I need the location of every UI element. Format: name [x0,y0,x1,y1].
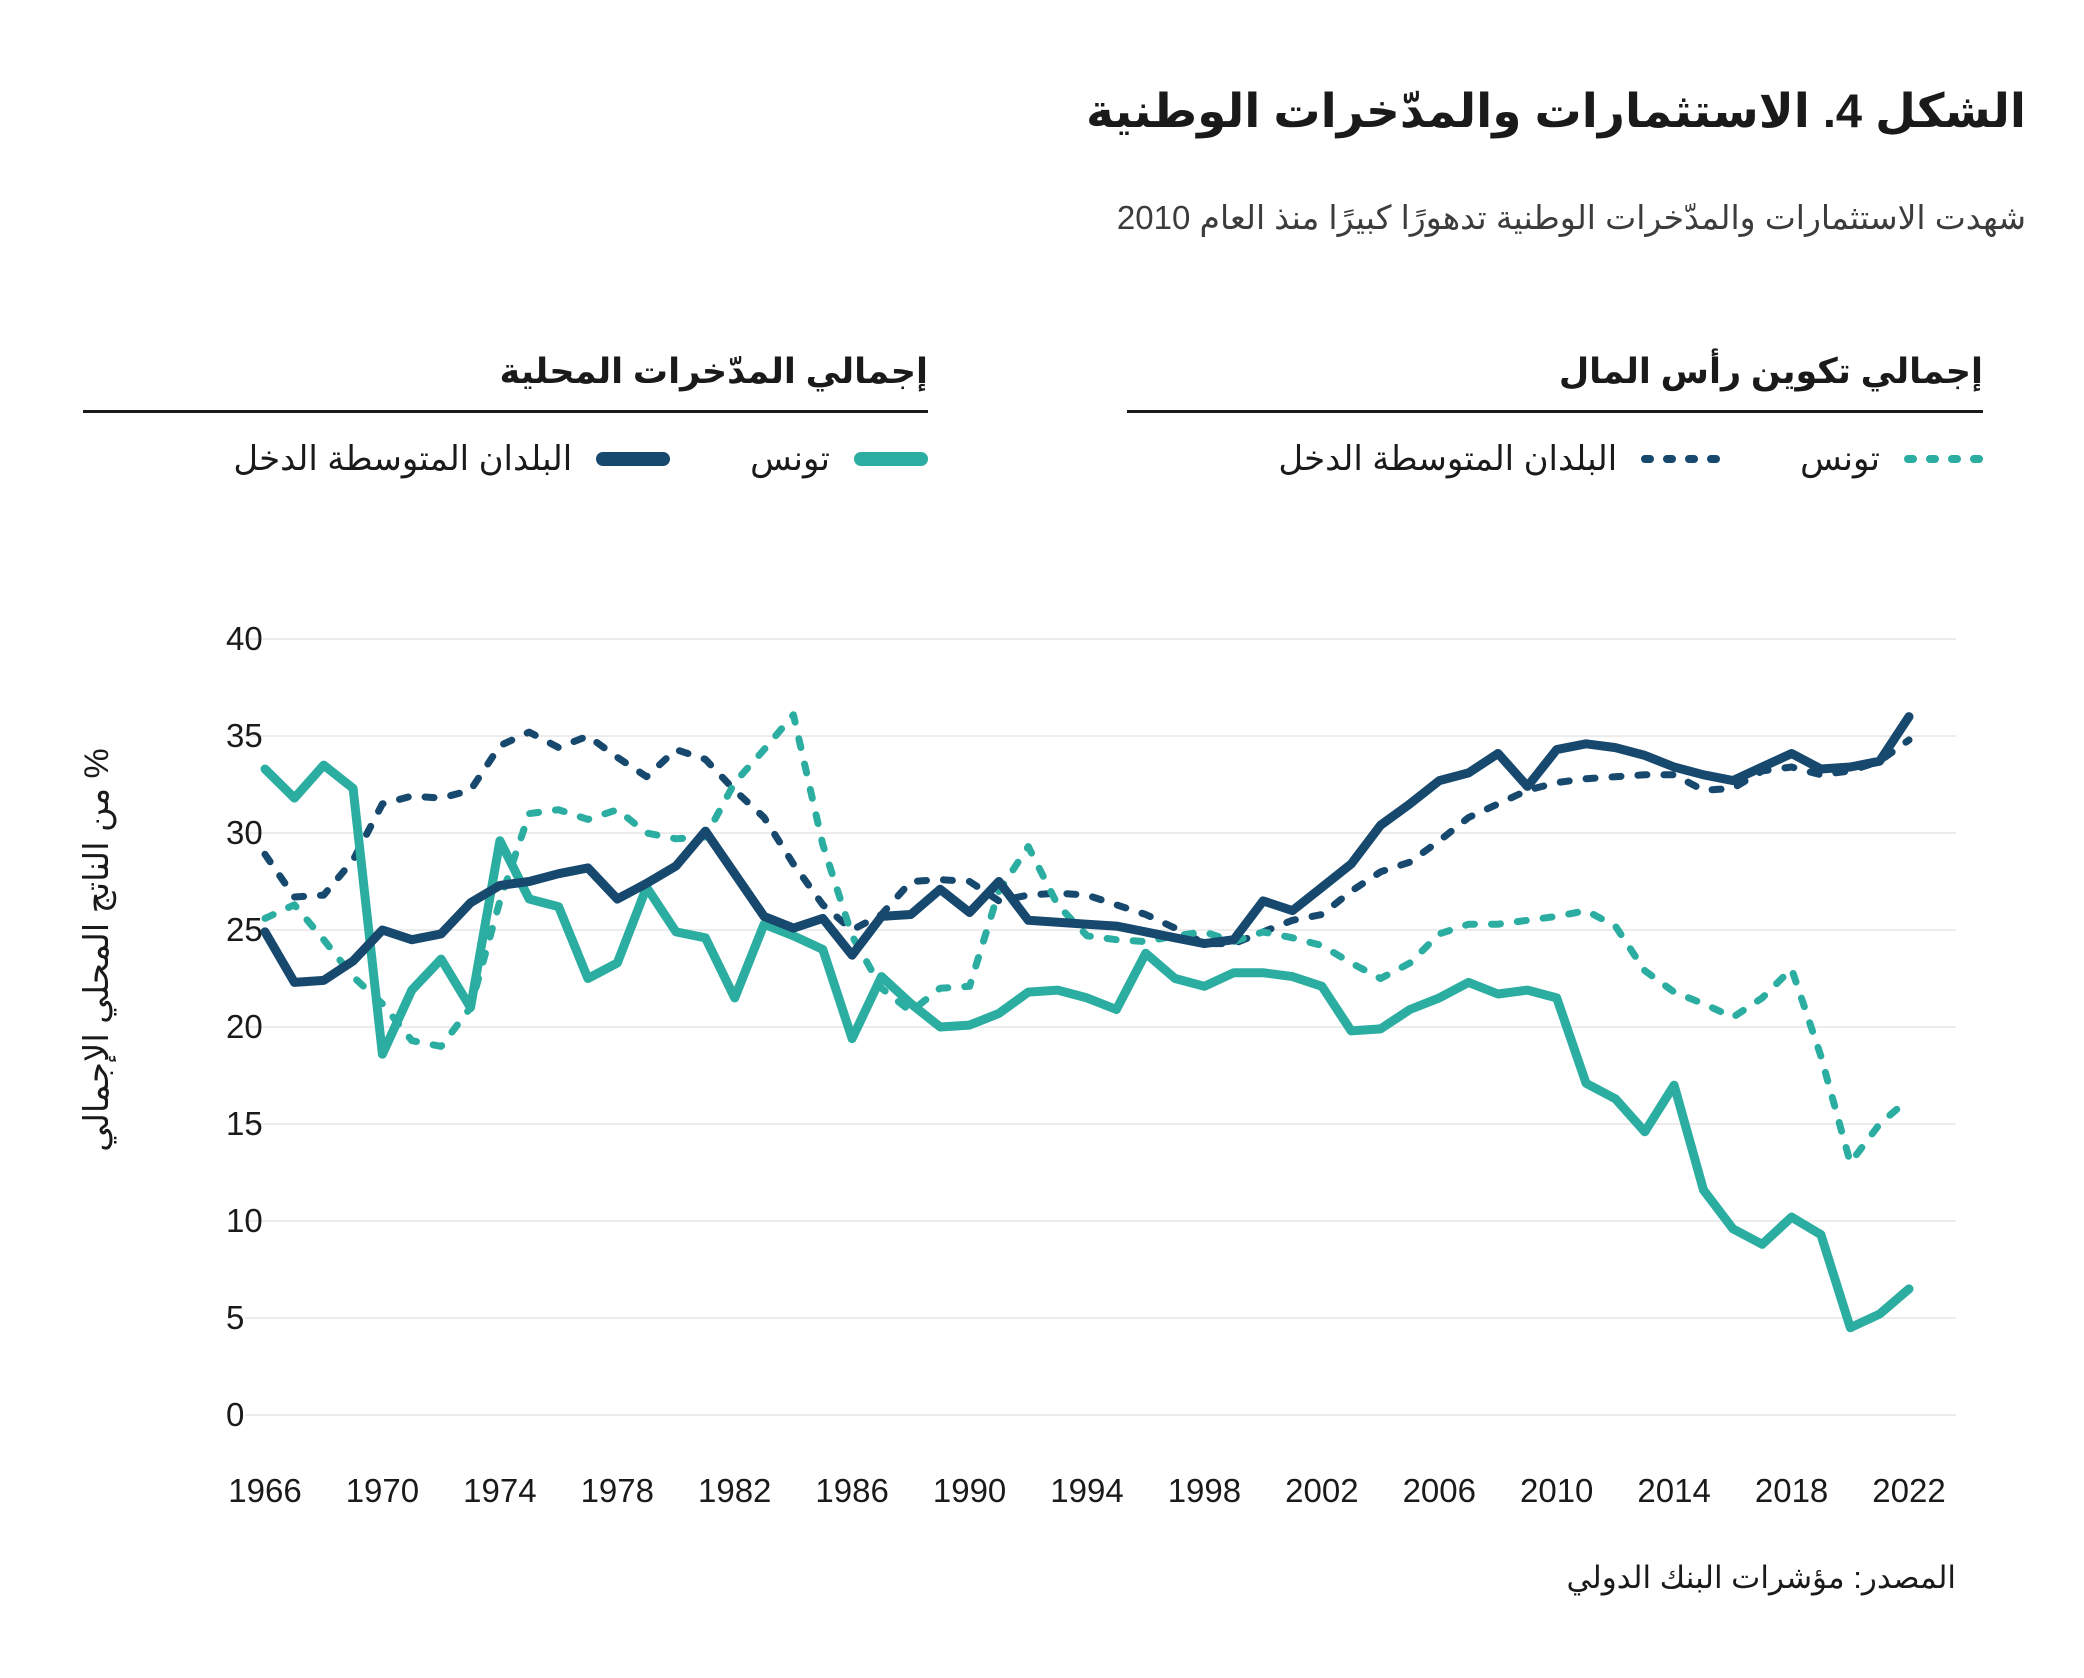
dashed-navy-line-swatch [1641,455,1721,463]
legend-header-capital-formation: إجمالي تكوين رأس المال [1127,352,1983,413]
legend-item-label: تونس [1800,440,1880,478]
y-tick-label: 25 [226,911,263,948]
legend-item-label: تونس [750,440,830,478]
x-tick-label: 1982 [698,1472,771,1509]
x-tick-label: 2014 [1637,1472,1710,1509]
legend-items-capital: تونس البلدان المتوسطة الدخل [1127,439,1983,479]
y-tick-label: 35 [226,717,263,754]
series-line-savings-tunisia [260,760,1914,1333]
y-tick-label: 15 [226,1105,263,1142]
series-line-capital-mic [261,728,1913,948]
series-line-capital-tunisia [261,711,1913,1167]
x-tick-label: 2002 [1285,1472,1358,1509]
solid-teal-line-swatch [854,452,928,466]
legend-item-savings-tunisia: تونس [750,439,928,479]
x-tick-label: 1994 [1050,1472,1123,1509]
x-tick-label: 1966 [228,1472,301,1509]
y-tick-label: 40 [226,620,263,657]
x-tick-label: 1974 [463,1472,536,1509]
x-tick-label: 1978 [581,1472,654,1509]
legend-items-savings: تونس البلدان المتوسطة الدخل [83,439,928,479]
page-title: الشكل 4. الاستثمارات والمدّخرات الوطنية [1085,84,2026,138]
y-tick-label: 30 [226,814,263,851]
legend-header-domestic-savings: إجمالي المدّخرات المحلية [83,352,928,413]
y-tick-label: 5 [226,1299,244,1336]
x-tick-label: 2010 [1520,1472,1593,1509]
x-tick-label: 2018 [1755,1472,1828,1509]
legend-group-capital-formation: إجمالي تكوين رأس المال تونس البلدان المت… [1127,352,1983,479]
x-tick-label: 1998 [1168,1472,1241,1509]
legend-item-label: البلدان المتوسطة الدخل [1278,440,1618,478]
y-axis-title: % من الناتج المحلي الإجمالي [78,748,117,1152]
legend-item-savings-middle-income: البلدان المتوسطة الدخل [233,439,671,479]
x-tick-label: 1970 [346,1472,419,1509]
x-tick-label: 2022 [1872,1472,1945,1509]
legend-item-capital-middle-income: البلدان المتوسطة الدخل [1278,439,1721,479]
solid-navy-line-swatch [596,452,671,466]
x-tick-label: 1986 [815,1472,888,1509]
y-tick-label: 10 [226,1202,263,1239]
x-tick-label: 2006 [1403,1472,1476,1509]
y-tick-label: 20 [226,1008,263,1045]
source-note: المصدر: مؤشرات البنك الدولي [1566,1560,1956,1595]
legend-group-domestic-savings: إجمالي المدّخرات المحلية تونس البلدان ال… [83,352,928,479]
page-subtitle: شهدت الاستثمارات والمدّخرات الوطنية تدهو… [1116,199,2026,236]
y-tick-label: 0 [226,1396,244,1433]
legend-item-label: البلدان المتوسطة الدخل [233,440,573,478]
x-tick-label: 1990 [933,1472,1006,1509]
series-line-savings-mic [260,712,1914,987]
dashed-teal-line-swatch [1904,455,1983,463]
legend-item-capital-tunisia: تونس [1800,439,1983,479]
